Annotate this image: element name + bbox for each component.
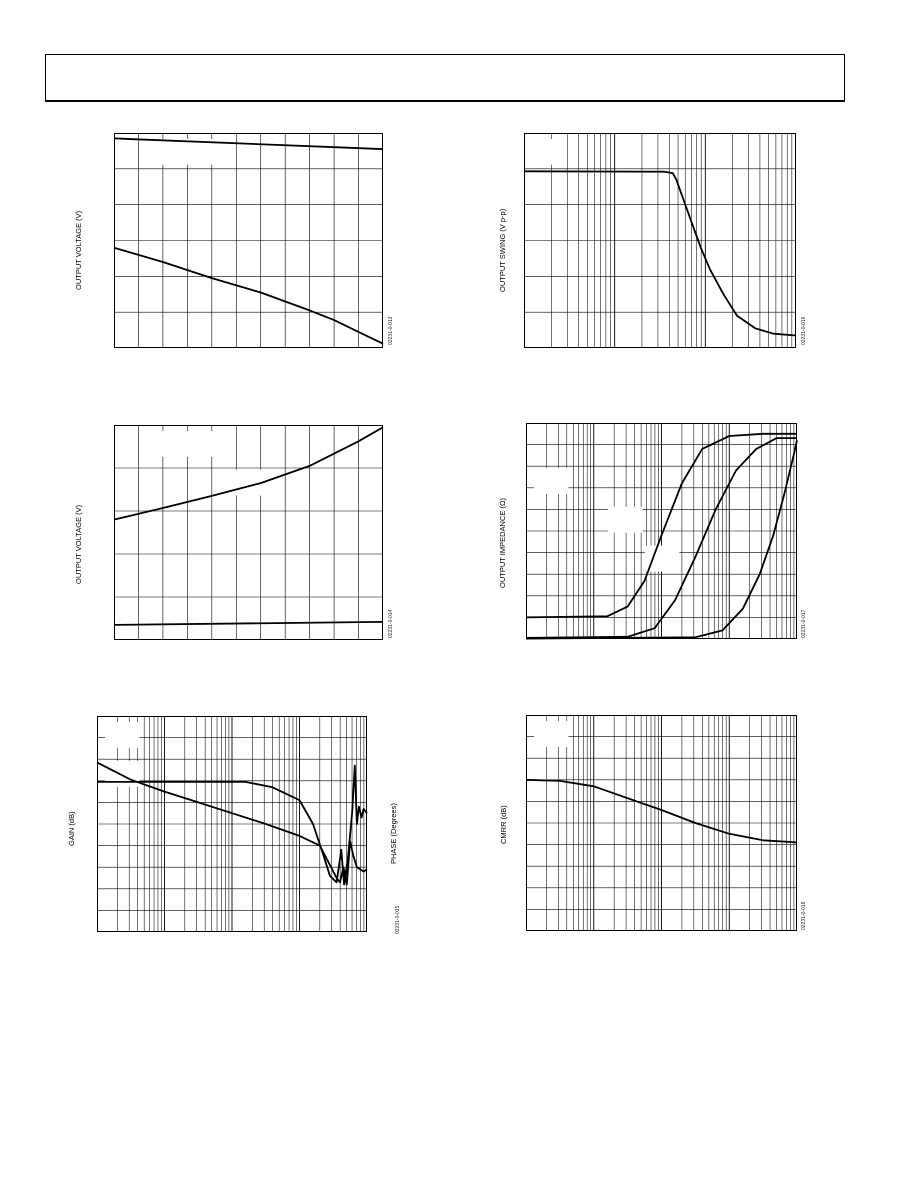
series-line-2 [113,246,384,345]
gain-phase-chart [96,716,368,932]
label-mask-0 [158,139,193,165]
label-mask-1 [195,431,230,457]
label-mask-1 [105,760,140,787]
label-mask-1 [607,506,643,533]
output-voltage-chart-2 [113,425,384,640]
chart4-y-axis-label: OUTPUT IMPEDANCE (Ω) [498,497,507,588]
plot-frame [114,425,383,640]
series-line-2 [113,621,384,626]
chart1-y-axis-label: OUTPUT VOLTAGE (V) [74,210,83,290]
plot-frame [97,716,367,932]
chart5-figure-code: 02231-0-015 [395,905,401,934]
series-line-2 [97,764,368,886]
output-impedance-chart [525,423,798,640]
series-line-1 [525,778,798,844]
series-line-2 [525,437,797,639]
chart6-figure-code: 02231-0-018 [801,901,807,930]
plot-frame [526,423,797,639]
series-line-1 [113,426,384,521]
chart2-y-axis-label: OUTPUT SWING (V p-p) [498,208,507,292]
chart4-figure-code: 02231-0-017 [801,609,807,638]
output-voltage-chart-1 [113,133,384,348]
cmrr-chart [525,715,798,931]
series-line-3 [525,440,798,640]
label-mask-0 [534,721,569,747]
chart3-figure-code: 02231-0-014 [388,609,394,638]
label-mask-0 [158,431,193,457]
plot-frame [524,133,796,348]
plot-frame [114,133,383,348]
output-swing-chart [523,133,797,348]
chart2-figure-code: 02231-0-016 [801,316,807,345]
page-header-box [45,54,845,102]
chart6-y-axis-label: CMRR (dB) [499,805,508,844]
plot-frame [526,715,797,931]
series-line-1 [113,137,384,150]
label-mask-0 [105,722,140,748]
label-mask-0 [534,467,569,494]
chart3-y-axis-label: OUTPUT VOLTAGE (V) [74,504,83,584]
chart5-y2-axis-label: PHASE (Degrees) [389,803,398,864]
label-mask-2 [644,545,680,572]
series-line-1 [525,432,797,619]
series-line-1 [523,170,797,337]
label-mask-0 [532,139,567,165]
chart1-figure-code: 02231-0-013 [388,316,394,345]
chart5-y-axis-label: GAIN (dB) [67,811,76,846]
